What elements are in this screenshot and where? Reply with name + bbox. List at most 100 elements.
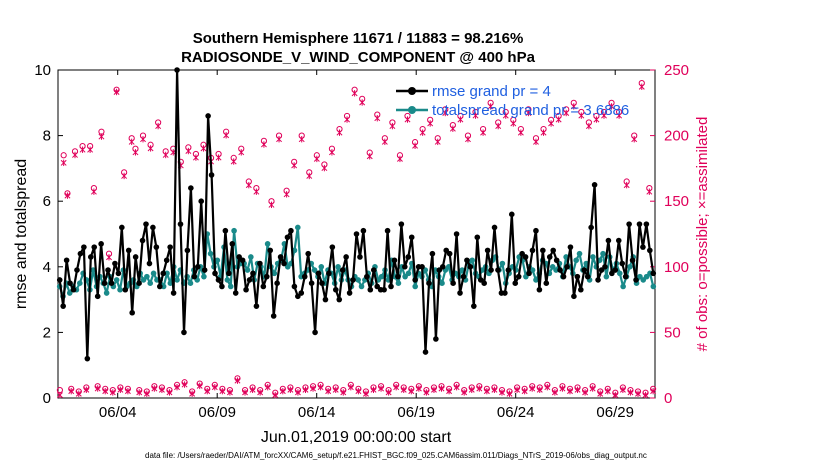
obs-assimilated-point <box>427 120 434 127</box>
obs-assimilated-point <box>468 386 475 394</box>
obs-assimilated-point <box>423 389 430 396</box>
obs-assimilated-point <box>60 159 67 167</box>
x-axis-label: Jun.01,2019 00:00:00 start <box>261 429 452 446</box>
totalspread-point <box>227 283 234 290</box>
obs-assimilated-point <box>215 154 222 161</box>
data-file-footnote: data file: /Users/raeder/DAI/ATM_forcXX/… <box>145 451 647 460</box>
obs-assimilated-point <box>635 390 641 397</box>
rmse-point <box>215 277 222 283</box>
obs-assimilated-point <box>79 146 86 153</box>
obs-assimilated-point <box>310 385 317 392</box>
totalspread-point <box>77 280 83 287</box>
rmse-point <box>543 280 550 287</box>
obs-assimilated-point <box>446 387 453 395</box>
obs-assimilated-point <box>555 116 562 123</box>
rmse-point <box>574 273 581 280</box>
obs-assimilated-point <box>75 390 82 397</box>
totalspread-point <box>224 277 231 283</box>
obs-assimilated-point <box>612 391 619 399</box>
rmse-point <box>184 247 191 254</box>
obs-assimilated-point <box>192 154 199 161</box>
obs-assimilated-point <box>151 385 158 392</box>
obs-assimilated-point <box>362 390 369 397</box>
obs-assimilated-point <box>476 385 483 392</box>
rmse-point <box>502 290 508 296</box>
totalspread-point <box>311 267 318 273</box>
rmse-point <box>315 270 322 277</box>
obs-assimilated-point <box>211 383 218 391</box>
rmse-point <box>591 182 598 188</box>
rmse-point <box>267 247 274 254</box>
x-tick-label: 06/14 <box>298 404 336 421</box>
rmse-point <box>419 264 425 270</box>
totalspread-point <box>650 283 657 290</box>
rmse-point <box>319 280 325 287</box>
obs-assimilated-point <box>393 383 400 391</box>
rmse-point <box>571 293 577 300</box>
obs-assimilated-point <box>551 389 558 396</box>
obs-assimilated-point <box>631 136 638 143</box>
rmse-point <box>139 237 146 244</box>
rmse-point <box>143 221 149 227</box>
y-tick-label: 2 <box>43 324 51 341</box>
obs-assimilated-point <box>117 386 124 394</box>
obs-assimilated-point <box>412 142 419 149</box>
obs-assimilated-point <box>378 385 385 392</box>
rmse-point <box>343 254 349 260</box>
obs-assimilated-point <box>604 387 611 395</box>
totalspread-point <box>553 267 559 273</box>
rmse-point <box>84 355 91 362</box>
y2-tick-label: 150 <box>664 193 689 210</box>
totalspread-point <box>264 241 271 247</box>
obs-assimilated-point <box>328 149 335 156</box>
rmse-point <box>615 237 622 244</box>
rmse-point <box>153 244 160 250</box>
rmse-point <box>94 293 101 300</box>
rmse-point <box>408 234 415 241</box>
rmse-point <box>564 264 570 270</box>
totalspread-point <box>201 273 207 280</box>
rmse-point <box>457 290 463 296</box>
totalspread-point <box>117 286 123 293</box>
rmse-point <box>384 227 391 234</box>
obs-assimilated-point <box>585 122 592 130</box>
x-tick-label: 06/09 <box>198 404 236 421</box>
obs-assimilated-point <box>249 386 256 394</box>
obs-assimilated-point <box>582 389 589 396</box>
rmse-point <box>612 267 619 273</box>
rmse-point <box>198 198 205 204</box>
obs-assimilated-point <box>294 389 301 396</box>
obs-assimilated-point <box>502 112 509 119</box>
obs-assimilated-point <box>287 386 294 394</box>
obs-assimilated-point <box>347 383 354 391</box>
obs-assimilated-point <box>64 192 71 199</box>
rmse-point <box>150 224 156 231</box>
obs-assimilated-point <box>442 109 449 117</box>
obs-assimilated-point <box>472 112 479 119</box>
rmse-point <box>581 267 588 273</box>
y-axis-ticks: 0 2 4 6 8 10 <box>34 62 63 407</box>
rmse-point <box>526 270 532 277</box>
obs-assimilated-point <box>431 386 437 394</box>
rmse-point <box>298 290 305 296</box>
rmse-point <box>422 349 429 355</box>
obs-assimilated-point <box>415 385 422 392</box>
rmse-point <box>650 270 657 277</box>
obs-assimilated-point <box>158 386 165 394</box>
rmse-point <box>481 280 487 287</box>
obs-assimilated-point <box>574 386 581 394</box>
y2-axis-ticks: 0 50 100 150 200 250 <box>650 62 689 407</box>
obs-assimilated-point <box>533 138 539 146</box>
obs-assimilated-point <box>438 385 445 392</box>
rmse-point <box>87 254 94 260</box>
obs-assimilated-point <box>536 386 543 394</box>
obs-assimilated-point <box>87 146 94 153</box>
y2-tick-label: 250 <box>664 62 689 79</box>
obs-assimilated-point <box>449 125 456 132</box>
rmse-point <box>232 290 239 296</box>
obs-assimilated-point <box>336 129 343 136</box>
rmse-point <box>136 280 142 287</box>
obs-assimilated-point <box>162 151 169 159</box>
obs-assimilated-point <box>548 120 555 127</box>
